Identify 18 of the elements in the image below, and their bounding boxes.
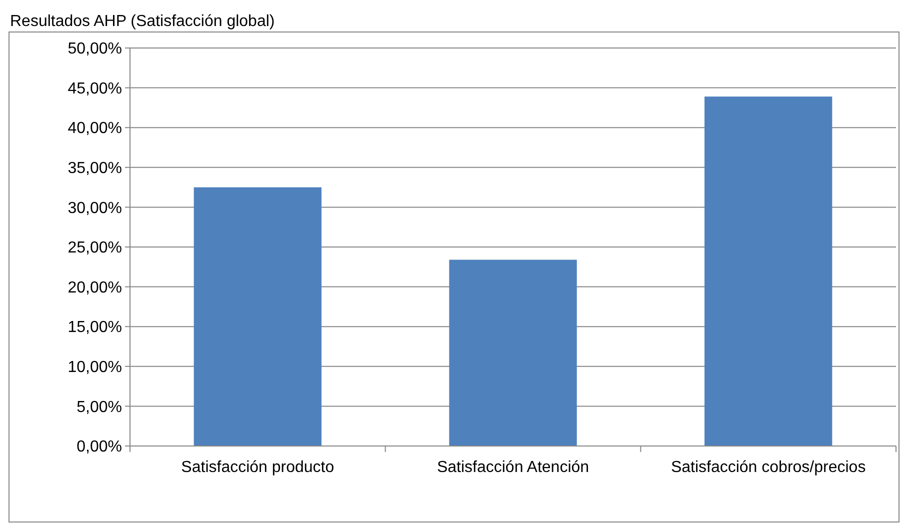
y-tick-label: 20,00% [68, 279, 122, 296]
bar [449, 260, 577, 446]
bar [704, 96, 832, 446]
x-tick-label: Satisfacción Atención [436, 459, 590, 476]
y-tick-label: 0,00% [76, 438, 122, 456]
y-tick-label: 5,00% [76, 398, 122, 416]
y-tick-label: 40,00% [68, 120, 122, 138]
y-tick-label: 15,00% [68, 319, 122, 336]
bar [194, 187, 322, 446]
y-tick-label: 50,00% [68, 40, 122, 58]
x-tick-label: Satisfacción cobros/precios [670, 459, 866, 476]
y-tick-label: 45,00% [68, 80, 122, 98]
y-tick-label: 10,00% [68, 359, 122, 376]
y-tick-label: 35,00% [68, 160, 122, 177]
y-tick-label: 25,00% [68, 240, 122, 257]
x-tick-label: Satisfacción producto [181, 459, 334, 476]
y-tick-label: 30,00% [68, 200, 122, 217]
chart-title: Resultados AHP (Satisfacción global) [10, 13, 275, 30]
